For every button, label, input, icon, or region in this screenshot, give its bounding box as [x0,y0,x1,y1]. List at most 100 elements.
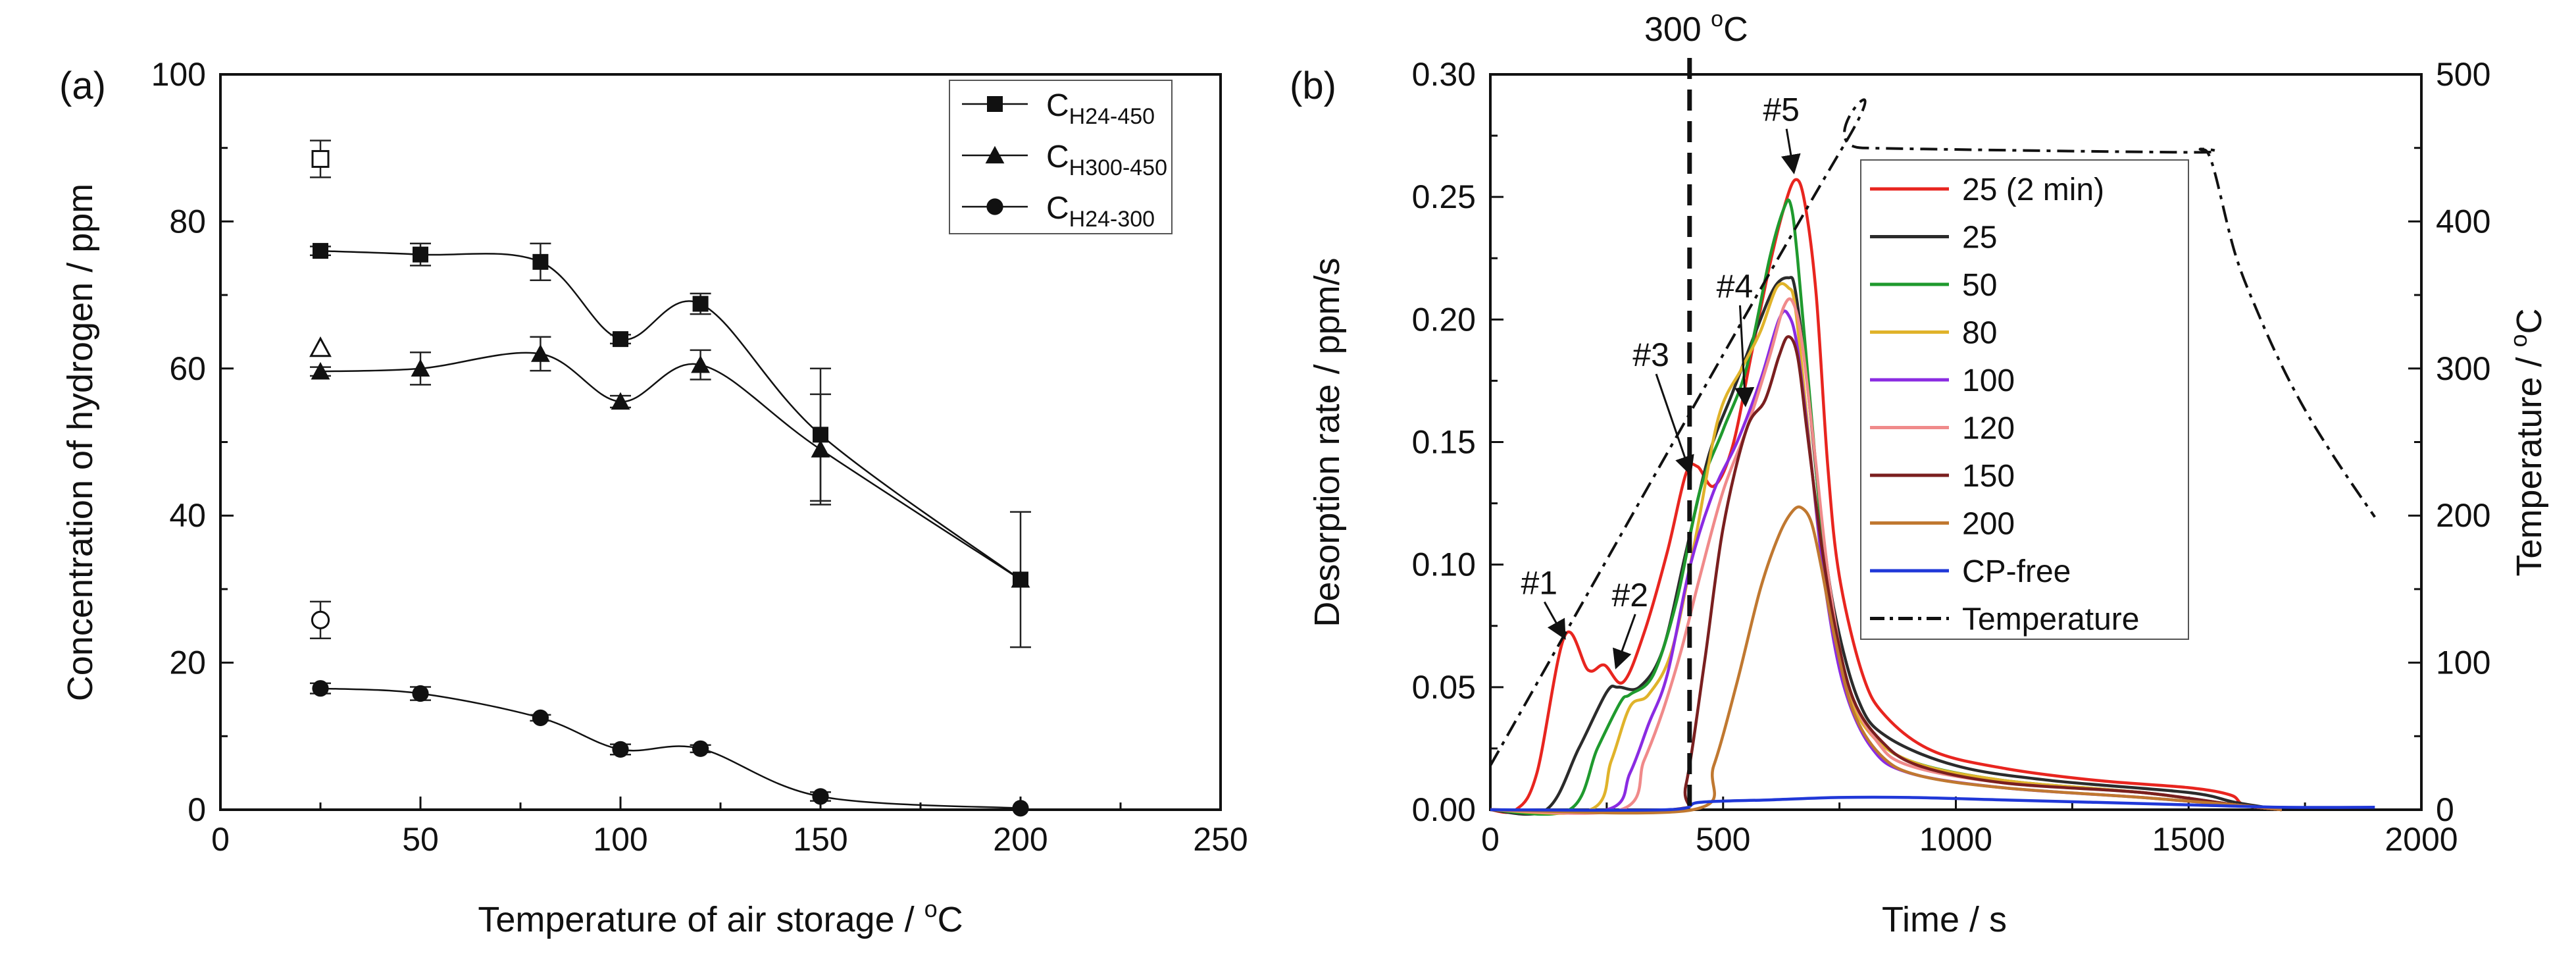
data-point-square [532,253,549,270]
legend-label-b: 200 [1962,507,2015,542]
y-tick-label-a: 80 [169,203,206,240]
x-tick-label-b: 500 [1696,821,1750,858]
data-point-circle [1012,800,1029,817]
x-tick-label-b: 1000 [1919,821,1992,858]
series-line-a-h24-300 [320,687,1021,810]
legend-box-a [949,80,1173,234]
legend-label-b: 25 (2 min) [1962,172,2104,207]
series-line-a-h24-450 [320,249,1021,581]
y2-axis-label-b: Temperature / oC [2505,308,2549,576]
series-line-b-80 [1490,282,2283,815]
chart-a: (a) 0 50 100 150 200 250 0 20 40 60 80 100 Concentr… [59,56,1248,939]
data-point-square [613,331,628,348]
data-point-circle [412,685,429,702]
peak-arrow [1734,305,1755,407]
peak-arrow [1613,614,1636,669]
peak-arrow [1543,601,1566,640]
legend-label-b: CP-free [1962,554,2071,589]
legend-label-b: 100 [1962,363,2015,398]
series-line-b-cp-free [1490,795,2375,812]
data-point-circle [812,788,829,805]
y-tick-label-a: 0 [188,791,206,828]
x-tick-label-b: 0 [1481,821,1500,858]
y2-tick-label-b: 200 [2436,497,2490,534]
legend-box-b [1860,159,2189,640]
x-axis-label-b: Time / s [1882,900,2007,939]
peak-arrow [1781,128,1801,174]
series-line-a-h300-450 [320,352,1021,581]
series-line-b-200 [1490,505,2283,815]
x-tick-label-a: 200 [993,821,1048,858]
data-point-square [692,296,709,312]
peak-label: #1 [1521,564,1557,601]
y-tick-label-a: 100 [151,56,206,93]
peak-label: #5 [1763,92,1800,128]
series-line-b-temperature [1489,98,2376,766]
data-point-triangle [311,361,330,380]
data-point-triangle [691,355,710,373]
legend-entries-b: 25 (2 min) 25 50 80 100 120 150 200 CP-free Tempe… [1870,172,2139,637]
x-tick-label-a: 150 [793,821,847,858]
y-axis-label-a: Concentration of hydrogen / ppm [61,184,100,701]
data-point-triangle [1011,569,1030,588]
x-tick-label-a: 250 [1193,821,1248,858]
data-point-open-circle [311,610,330,629]
y2-tick-label-b: 0 [2436,791,2454,828]
x-axis-label-a: Temperature of air storage / oC [478,895,963,939]
legend-b: 25 (2 min) 25 50 80 100 120 150 200 CP-free Tempe… [1860,159,2189,640]
error-bars-a [310,140,1031,802]
data-point-triangle [411,359,430,377]
legend-label-b: Temperature [1962,602,2139,637]
legend-label-b: 80 [1962,316,1997,351]
data-point-circle [612,741,629,758]
y2-tick-label-b: 300 [2436,350,2490,387]
data-point-square [313,243,328,259]
data-point-square [413,246,428,263]
panel-label-b: (b) [1290,65,1336,107]
legend-entries-a: CH24-450 CH300-450 CH24-300 [962,88,1167,232]
x-tick-label-a: 0 [211,821,230,858]
series-lines-a [320,249,1021,810]
y-tick-label-b: 0.10 [1412,546,1476,583]
y-tick-label-b: 0.20 [1412,301,1476,338]
x-tick-label-b: 1500 [2152,821,2225,858]
data-point-triangle [811,440,830,458]
y-tick-label-a: 40 [169,497,206,534]
y-tick-label-b: 0.30 [1412,56,1476,93]
x-tick-label-b: 2000 [2385,821,2458,858]
y2-tick-label-b: 500 [2436,56,2490,93]
y-tick-label-b: 0.15 [1412,424,1476,461]
data-point-circle [312,680,329,697]
peak-arrow [1655,373,1694,476]
peak-label: #4 [1717,268,1754,305]
vline-label: 300 oC [1644,7,1748,49]
legend-label-b: 25 [1962,221,1997,255]
series-line-b-25 [1490,276,2283,816]
y-tick-label-a: 60 [169,350,206,387]
legend-marker-circle [986,198,1003,215]
chart-b: (b) 0 500 1000 1500 20000.000.050.100.150.20… [1290,7,2549,939]
legend-label-a: CH24-300 [1046,191,1155,232]
x-tick-label-a: 50 [402,821,439,858]
legend-label-a: CH24-450 [1046,88,1155,129]
x-tick-label-a: 100 [593,821,647,858]
series-line-b-150 [1490,335,2283,813]
y2-tick-label-b: 400 [2436,203,2490,240]
legend-label-b: 120 [1962,411,2015,446]
legend-label-a: CH300-450 [1046,140,1167,180]
data-point-open-square [311,149,330,168]
y-tick-label-b: 0.25 [1412,178,1476,215]
legend-marker-triangle [985,145,1005,164]
axis-ticks-b: 0 500 1000 1500 20000.000.050.100.150.200.25… [1412,56,2491,858]
series-lines-b [1489,98,2376,816]
legend-label-b: 150 [1962,459,2015,494]
data-point-triangle [611,392,630,410]
peak-label: #3 [1632,336,1669,373]
data-point-triangle [531,344,550,362]
y2-tick-label-b: 100 [2436,644,2490,681]
legend-a: CH24-450 CH300-450 CH24-300 [949,80,1173,234]
peak-annotations-b: #1 #2 #3 #4 #5 [1521,92,1801,669]
y-axis-label-b: Desorption rate / ppm/s [1307,257,1347,627]
y-tick-label-b: 0.05 [1412,669,1476,706]
